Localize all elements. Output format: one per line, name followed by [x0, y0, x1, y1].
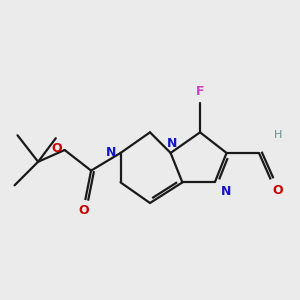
Text: N: N [106, 146, 116, 159]
Text: N: N [167, 137, 177, 150]
Text: F: F [196, 85, 204, 98]
Text: O: O [78, 205, 89, 218]
Text: N: N [221, 185, 231, 198]
Text: H: H [274, 130, 282, 140]
Text: O: O [51, 142, 62, 155]
Text: O: O [272, 184, 283, 197]
